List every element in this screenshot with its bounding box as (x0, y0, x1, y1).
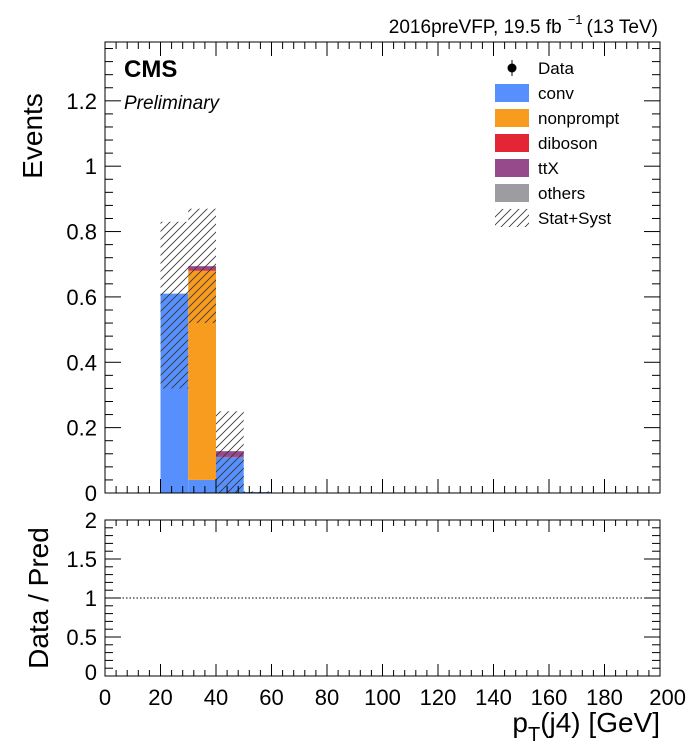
legend-label: others (538, 184, 585, 203)
legend-swatch-nonprompt (495, 109, 529, 127)
legend-label: conv (538, 84, 574, 103)
legend-swatch-diboson (495, 134, 529, 152)
ratio-x-axis: 0 20 40 60 80 100 120 140 160 180 200 (99, 520, 686, 710)
main-y-tick-label: 0.8 (66, 220, 97, 245)
legend-label: diboson (538, 134, 598, 153)
legend-label: ttX (538, 159, 559, 178)
legend-swatch-others (495, 184, 529, 202)
ratio-x-tick-label: 140 (475, 685, 512, 710)
main-y-tick-label: 0.2 (66, 416, 97, 441)
legend-swatch-stat-syst (495, 209, 529, 227)
ratio-x-tick-label: 40 (204, 685, 228, 710)
main-y-axis-title: Events (17, 93, 48, 179)
legend: Data conv nonprompt diboson ttX others Stat+Sy… (495, 59, 620, 228)
stacked-bars (161, 209, 272, 493)
ratio-y-tick-label: 0 (85, 660, 97, 685)
ratio-panel: 00.511.52 0 20 40 60 80 100 120 140 160 180 200 Da… (23, 508, 686, 746)
ratio-y-axis-title: Data / Pred (23, 527, 54, 669)
legend-label: nonprompt (538, 109, 620, 128)
ratio-y-tick-label: 1.5 (66, 547, 97, 572)
ratio-y-tick-label: 0.5 (66, 625, 97, 650)
uncertainty-band-bin-0 (161, 222, 189, 389)
legend-label: Data (538, 59, 574, 78)
ratio-x-tick-label: 60 (259, 685, 283, 710)
ratio-x-tick-label: 80 (315, 685, 339, 710)
legend-swatch-ttX (495, 159, 529, 177)
legend-label: Stat+Syst (538, 209, 612, 228)
main-y-tick-label: 1.2 (66, 89, 97, 114)
main-y-tick-label: 0.6 (66, 285, 97, 310)
luminosity-label: 2016preVFP, 19.5 fb −1 (13 TeV) (389, 12, 658, 38)
x-axis-title: pT(j4) [GeV] (512, 707, 660, 746)
ratio-x-tick-label: 0 (99, 685, 111, 710)
ratio-y-tick-label: 2 (85, 508, 97, 533)
ratio-x-tick-label: 100 (364, 685, 401, 710)
ratio-y-tick-label: 1 (85, 586, 97, 611)
main-y-tick-label: 0 (85, 481, 97, 506)
legend-swatch-conv (495, 84, 529, 102)
uncertainty-band-bin-1 (188, 209, 216, 323)
main-y-tick-label: 0.4 (66, 350, 97, 375)
ratio-x-tick-label: 20 (148, 685, 172, 710)
ratio-y-axis: 0 0.5 1 1.5 2 (66, 508, 660, 685)
preliminary-label: Preliminary (124, 93, 221, 114)
ratio-x-tick-label: 120 (420, 685, 457, 710)
cms-label: CMS (124, 56, 177, 83)
bar-conv-bin-1 (188, 480, 216, 493)
main-panel: 0 0.2 0.4 0.6 0.8 1 1.2 Events CMS Preliminary… (17, 42, 660, 506)
uncertainty-band-bin-2 (216, 411, 244, 493)
main-y-tick-label: 1 (85, 154, 97, 179)
